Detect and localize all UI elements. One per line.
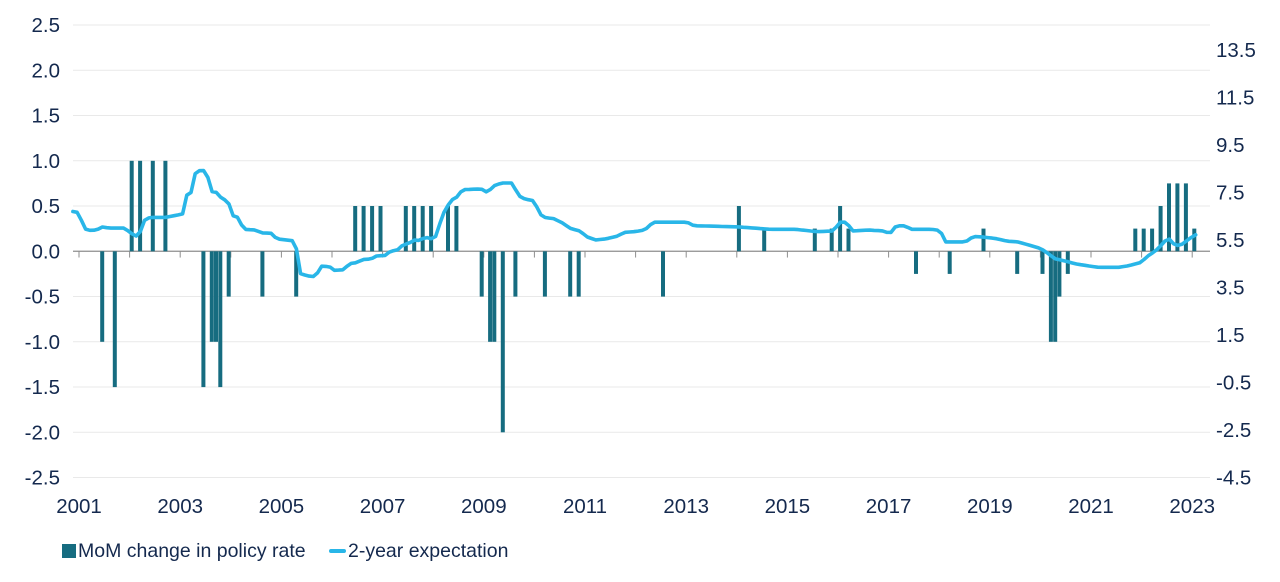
left-axis-label: 0.0	[32, 240, 61, 263]
bar-2002-09	[163, 160, 168, 252]
bar-2010-11	[576, 251, 581, 297]
bar-2003-06	[201, 251, 206, 388]
bar-2002-03	[138, 160, 143, 252]
left-axis-label: -1.5	[25, 376, 60, 399]
bar-2004-08	[260, 251, 265, 297]
bar-2007-12	[429, 206, 434, 252]
x-axis-label: 2017	[866, 495, 912, 518]
x-axis-label: 2023	[1169, 495, 1215, 518]
right-axis-label: 7.5	[1216, 182, 1245, 205]
bar-2019-07	[1015, 251, 1020, 274]
right-axis-label: 1.5	[1216, 324, 1245, 347]
bar-2020-01	[1040, 251, 1045, 274]
bar-2007-06	[403, 206, 408, 252]
x-axis-label: 2011	[563, 495, 607, 518]
bar-2014-07	[762, 228, 767, 252]
bar-2003-10	[218, 251, 223, 388]
bar-2022-05	[1158, 206, 1163, 252]
right-axis-label: -0.5	[1216, 372, 1251, 395]
left-axis-label: -2.5	[25, 467, 60, 490]
left-axis-label: 1.5	[32, 105, 61, 128]
right-axis-label: -4.5	[1216, 467, 1251, 490]
bar-2002-06	[150, 160, 155, 252]
legend-item-policy-rate: MoM change in policy rate	[62, 539, 306, 562]
left-axis-label: -0.5	[25, 286, 60, 309]
bar-2016-01	[838, 206, 843, 252]
bar-2003-09	[214, 251, 218, 342]
bar-series-swatch-icon	[62, 544, 76, 558]
bar-2018-03	[947, 251, 952, 274]
bar-2009-03	[492, 251, 497, 342]
bar-2010-09	[568, 251, 573, 297]
x-axis-label: 2007	[360, 495, 406, 518]
bar-2001-06	[100, 251, 105, 342]
bar-2002-01	[129, 160, 134, 252]
bar-2006-12	[378, 206, 383, 252]
x-axis-label: 2021	[1068, 495, 1114, 518]
left-axis-label: 2.5	[32, 14, 61, 37]
bar-2022-03	[1150, 228, 1155, 252]
right-axis-label: 5.5	[1216, 229, 1245, 252]
bar-2022-09	[1175, 183, 1180, 252]
legend-item-expectation: 2-year expectation	[329, 539, 509, 562]
right-axis-label: 3.5	[1216, 277, 1245, 300]
bar-2015-07	[812, 228, 817, 252]
legend-label-policy-rate: MoM change in policy rate	[78, 539, 306, 562]
right-axis-label: 13.5	[1216, 39, 1256, 62]
x-axis-label: 2019	[967, 495, 1013, 518]
right-axis-label: 11.5	[1216, 87, 1254, 110]
bar-2022-01	[1141, 228, 1146, 252]
bar-2023-01	[1192, 228, 1197, 252]
bar-2009-08	[513, 251, 518, 297]
bar-2007-10	[420, 206, 425, 252]
bar-2008-04	[446, 206, 450, 252]
bar-2022-07	[1167, 183, 1171, 252]
bar-2018-11	[981, 228, 986, 252]
bar-2020-04	[1053, 251, 1058, 342]
right-axis-label: -2.5	[1216, 419, 1251, 442]
expectation-line	[71, 168, 1198, 279]
bar-2003-08	[209, 251, 214, 342]
bar-2022-11	[1183, 183, 1188, 252]
x-axis-label: 2013	[663, 495, 709, 518]
x-axis-label: 2005	[259, 495, 305, 518]
bar-2006-10	[370, 206, 375, 252]
bar-2015-11	[829, 228, 834, 252]
bar-2012-07	[661, 251, 665, 297]
bar-2001-09	[112, 251, 117, 388]
bar-2008-12	[479, 251, 484, 297]
bar-2006-08	[361, 206, 366, 252]
right-axis-label: 9.5	[1216, 134, 1245, 157]
left-axis-label: 1.0	[32, 150, 61, 173]
bar-2009-05	[500, 251, 505, 433]
bar-2010-03	[542, 251, 547, 297]
left-axis-label: 0.5	[32, 195, 61, 218]
bar-2016-03	[846, 228, 851, 252]
bar-2008-06	[454, 206, 459, 252]
bar-2005-04	[294, 251, 299, 297]
bar-2006-06	[353, 206, 358, 252]
x-axis-label: 2015	[765, 495, 811, 518]
left-axis-label: 2.0	[32, 59, 61, 82]
bar-2020-05	[1057, 251, 1062, 297]
bar-2017-07	[914, 251, 918, 274]
legend-label-expectation: 2-year expectation	[348, 539, 509, 562]
line-series-swatch-icon	[329, 549, 346, 553]
x-axis-label: 2003	[157, 495, 203, 518]
bar-2007-08	[412, 206, 417, 252]
left-axis-label: -2.0	[25, 421, 60, 444]
bar-2020-03	[1048, 251, 1053, 342]
bar-2021-11	[1133, 228, 1138, 252]
left-axis-label: -1.0	[25, 331, 60, 354]
bar-2009-02	[488, 251, 493, 342]
bar-2003-12	[226, 251, 231, 297]
x-axis-label: 2009	[461, 495, 507, 518]
legend: MoM change in policy rate 2-year expecta…	[0, 539, 1280, 562]
x-axis-label: 2001	[56, 495, 102, 518]
